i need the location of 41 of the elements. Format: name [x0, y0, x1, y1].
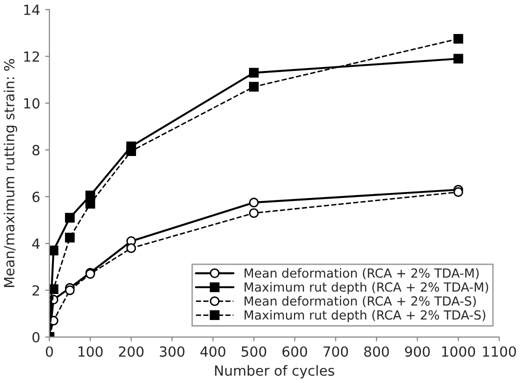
point [126, 146, 136, 156]
point [248, 208, 259, 218]
point [49, 246, 58, 256]
x-tick-label: 1000 [442, 346, 476, 357]
x-tick-label: 400 [200, 346, 226, 357]
point [64, 232, 75, 242]
legend-label: Maximum rut depth (RCA + 2% TDA-M) [244, 282, 488, 294]
x-tick-label: 0 [46, 346, 53, 357]
legend-label: Mean deformation (RCA + 2% TDA-M) [244, 268, 479, 280]
y-tick-label: 6 [32, 192, 40, 202]
x-tick-label: 700 [324, 346, 348, 357]
point [453, 54, 464, 64]
y-tick-label: 4 [32, 238, 40, 249]
point [248, 198, 259, 208]
x-tick-label: 300 [160, 346, 184, 357]
x-axis-title: Number of cycles [215, 365, 334, 379]
point [126, 243, 136, 254]
x-tick-label: 100 [78, 346, 103, 357]
x-tick-label: 600 [282, 346, 308, 357]
y-tick-label: 12 [24, 51, 39, 62]
legend-label: Mean deformation (RCA + 2% TDA-S) [244, 296, 476, 308]
point [453, 34, 464, 44]
point [248, 82, 259, 92]
point [64, 285, 75, 296]
point [49, 284, 58, 294]
point [248, 68, 259, 78]
y-axis-title: Mean/maximum rutting strain: % [4, 59, 18, 287]
x-tick-label: 800 [364, 346, 389, 357]
point [453, 187, 464, 197]
legend-label: Maximum rut depth (RCA + 2% TDA-S) [244, 310, 486, 322]
y-tick-label: 0 [32, 332, 40, 343]
point [85, 198, 96, 209]
y-tick-label: 10 [24, 98, 40, 109]
y-tick-label: 8 [32, 144, 40, 156]
x-tick-label: 500 [242, 346, 266, 357]
x-tick-label: 900 [405, 346, 430, 357]
y-tick-label: 14 [24, 4, 40, 15]
x-tick-label: 200 [118, 346, 144, 357]
y-tick-label: 2 [32, 285, 39, 296]
x-tick-label: 1100 [483, 346, 516, 357]
point [64, 212, 75, 223]
